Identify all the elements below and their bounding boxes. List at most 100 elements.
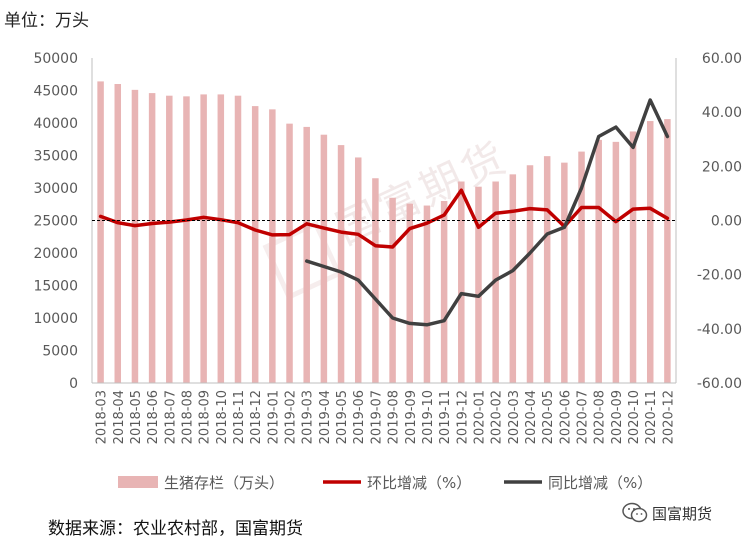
right-tick-label: -60.00 [697,376,742,392]
bar [337,145,345,383]
bar [664,119,671,383]
bar [578,151,585,383]
legend-label-mom: 环比增减（%） [367,474,471,492]
x-tick-label: 2020-10 [627,390,642,444]
bar [320,134,328,383]
bar [131,89,139,383]
bar [458,181,465,383]
bar [166,95,173,383]
wechat-icon [622,502,648,523]
x-tick-label: 2018-09 [198,390,213,444]
bar [234,95,242,383]
bar [97,81,104,384]
x-tick-label: 2019-12 [455,390,470,444]
source-note: 数据来源：农业农村部，国富期货 [48,519,303,539]
bar [389,197,396,383]
x-tick-label: 2019-10 [421,390,436,444]
right-tick-label: 20.00 [702,159,742,175]
left-tick-label: 50000 [33,51,78,67]
bar [286,123,293,384]
x-tick-label: 2020-04 [524,390,539,444]
left-tick-label: 30000 [33,181,78,197]
x-tick-label: 2019-02 [284,390,299,444]
right-tick-label: 40.00 [702,105,742,121]
left-tick-label: 5000 [42,344,78,360]
x-tick-label: 2019-01 [266,390,281,444]
x-tick-label: 2018-07 [163,390,178,444]
bar [646,121,654,384]
bar [372,178,379,383]
x-tick-label: 2018-05 [129,390,144,444]
left-tick-label: 40000 [33,116,78,132]
x-tick-label: 2018-08 [180,390,195,444]
bar [354,157,362,383]
bar [595,139,602,383]
x-tick-label: 2020-12 [661,390,676,444]
left-tick-label: 0 [69,376,78,392]
x-tick-label: 2020-03 [507,390,522,444]
x-tick-label: 2019-05 [335,390,350,444]
right-tick-label: -20.00 [697,268,742,284]
legend-swatch-bar [118,476,158,488]
x-tick-label: 2018-10 [215,390,230,444]
bar [423,205,431,383]
right-tick-label: -40.00 [697,322,742,338]
left-tick-label: 10000 [33,311,78,327]
brand-badge: 国富期货 [622,502,712,524]
x-tick-label: 2020-01 [472,390,487,444]
x-tick-label: 2020-06 [558,390,573,444]
x-tick-label: 2020-07 [576,390,591,444]
mom-change-line [98,188,670,249]
bar [612,141,620,383]
bar [543,156,551,383]
unit-label: 单位：万头 [4,11,89,31]
line-series-group [98,98,670,327]
x-tick-label: 2019-04 [318,390,333,444]
legend-label-bar: 生猪存栏（万头） [164,474,284,492]
bar [440,201,448,383]
x-tick-label: 2019-03 [301,390,316,444]
right-tick-label: 0.00 [711,214,742,230]
x-tick-label: 2019-09 [404,390,419,444]
x-tick-label: 2020-05 [541,390,556,444]
x-tick-label: 2018-12 [249,390,264,444]
left-tick-label: 25000 [33,214,78,230]
bar [269,109,276,383]
x-tick-label: 2020-09 [610,390,625,444]
bar [509,174,517,383]
x-tick-label: 2018-04 [112,390,127,444]
bar [303,126,310,384]
bar [526,165,534,383]
legend-label-yoy: 同比增减（%） [548,474,652,492]
x-tick-label: 2019-06 [352,390,367,444]
bar [217,94,225,384]
x-tick-label: 2020-02 [490,390,505,444]
right-tick-label: 60.00 [702,51,742,67]
bar [629,131,637,383]
legend: 生猪存栏（万头） 环比增减（%） 同比增减（%） [118,474,652,492]
x-tick-label: 2018-11 [232,390,247,444]
left-tick-label: 15000 [33,279,78,295]
x-tick-label: 2018-06 [146,390,161,444]
bar [114,84,122,383]
x-tick-label: 2018-03 [95,390,110,444]
x-tick-label: 2019-07 [369,390,384,444]
bar [183,96,190,383]
axes-group: 0 5000 10000 15000 20000 25000 30000 35000 40000… [33,51,742,444]
x-tick-label: 2019-08 [387,390,402,444]
bar [200,94,207,384]
yoy-change-line [304,98,670,327]
bar [475,186,482,383]
bar [406,203,414,383]
bar [251,106,259,383]
bar [561,162,568,383]
left-tick-label: 35000 [33,149,78,165]
x-tick-label: 2020-08 [593,390,608,444]
x-tick-label: 2019-11 [438,390,453,444]
brand-text: 国富期货 [652,504,713,523]
left-tick-label: 45000 [33,84,78,100]
x-tick-label: 2020-11 [644,390,659,444]
bar [148,93,156,383]
bar-series-group [97,81,671,384]
